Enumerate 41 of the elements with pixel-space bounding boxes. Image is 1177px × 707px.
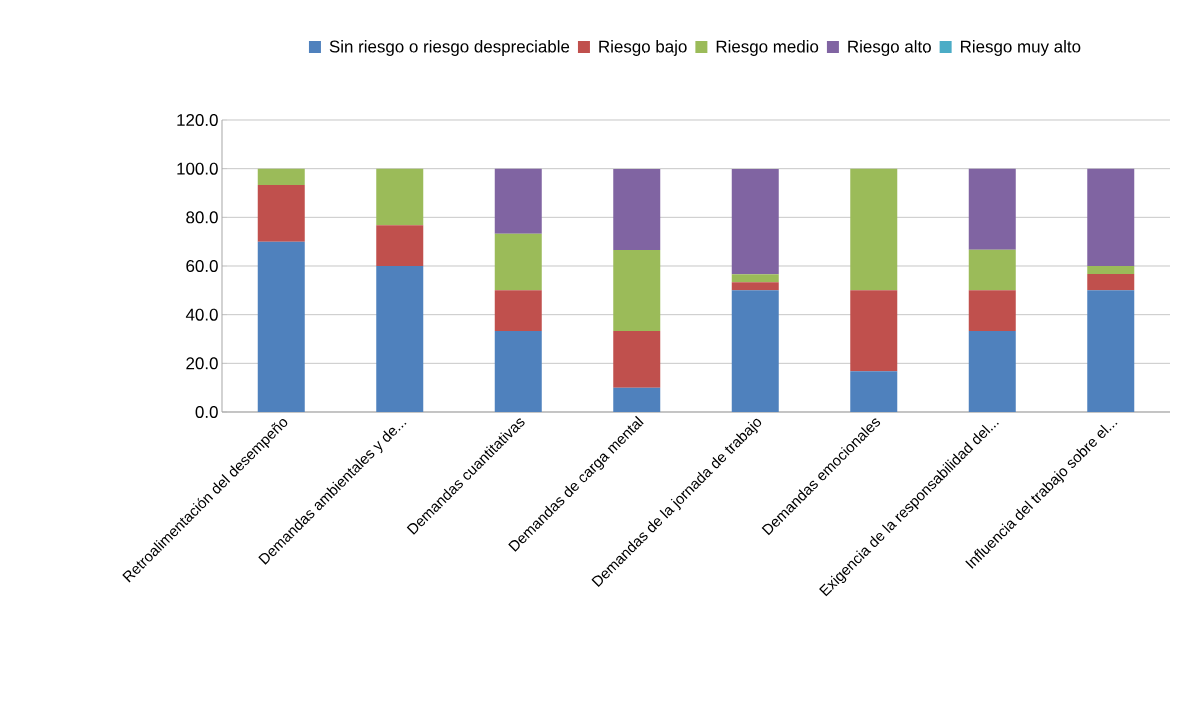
bar [1087, 290, 1135, 412]
legend-label: Riesgo medio [716, 40, 819, 56]
legend-label: Riesgo muy alto [961, 40, 1081, 56]
y-tick-label: 80.0 [186, 211, 218, 224]
bar [968, 168, 1016, 250]
legend-label: Sin riesgo o riesgo despreciable [329, 40, 570, 56]
bar [494, 290, 542, 331]
bar [257, 241, 305, 412]
bar [850, 168, 898, 291]
y-tick-label: 0.0 [195, 406, 218, 418]
bar [1087, 168, 1135, 266]
y-tick-label: 40.0 [185, 308, 218, 321]
bar [613, 168, 661, 250]
bar [376, 168, 424, 226]
bar [494, 168, 542, 234]
bar [850, 290, 898, 372]
bar [494, 233, 542, 291]
bar [613, 330, 661, 388]
bar [257, 168, 305, 185]
bar [494, 330, 542, 412]
bar [376, 266, 424, 412]
bar [731, 168, 779, 275]
bar [257, 184, 305, 242]
bar [1087, 266, 1135, 275]
bar [613, 249, 661, 331]
bar [613, 387, 661, 412]
y-tick-label: 100.0 [177, 162, 218, 175]
legend-label: Riesgo alto [848, 40, 931, 56]
bar [850, 371, 898, 412]
bar [968, 290, 1016, 331]
bar [731, 274, 779, 283]
bar [376, 225, 424, 266]
bar [1087, 274, 1135, 291]
bar [731, 282, 779, 291]
bar [731, 290, 779, 412]
y-tick-label: 120.0 [177, 114, 218, 126]
y-tick-label: 20.0 [186, 357, 218, 370]
legend-label: Riesgo bajo [599, 40, 687, 56]
bar [968, 330, 1016, 412]
y-tick-label: 60.0 [186, 260, 218, 272]
bar [968, 249, 1016, 291]
